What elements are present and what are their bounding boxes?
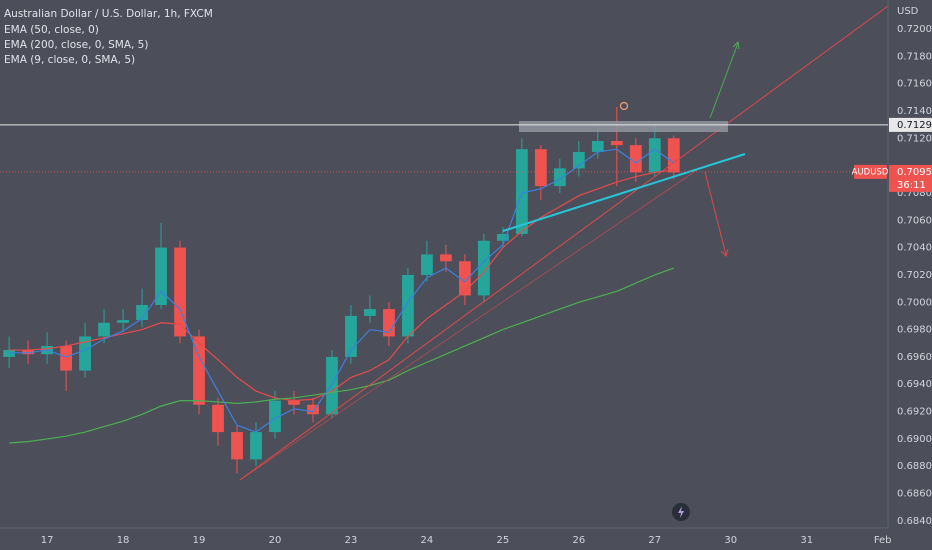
candle-body [477,240,490,296]
candle-body [364,309,376,316]
candle-body [534,149,547,187]
candle-body [440,254,452,262]
arrow-head [720,248,729,257]
x-axis-area [0,528,932,550]
candle-body [345,315,357,357]
x-tick-label: 30 [724,535,737,546]
candle-body [117,320,129,323]
candle-body [591,141,604,152]
candle-body [402,274,414,337]
resistance-zone [519,121,728,132]
candle-body [610,141,623,146]
support-line [502,153,746,232]
candle-body [155,247,167,305]
candle-body [136,304,148,321]
candle-body [250,432,262,460]
candle-body [269,400,281,433]
x-tick-label: 27 [648,535,661,546]
candle-body [231,432,243,460]
legend-entry: EMA (50, close, 0) [4,24,99,36]
candle-body [3,350,16,357]
candle-body [174,247,186,337]
candle-body [496,233,509,241]
arrow-head [732,40,740,50]
y-tick-label: 0.72000 [897,24,932,35]
symbol-label: AUDUSD [852,167,889,177]
candle-body [515,149,528,234]
candle-body [383,309,395,337]
countdown-label: 36:11 [897,180,926,191]
x-tick-label: 19 [193,535,206,546]
legend-entry: EMA (9, close, 0, SMA, 5) [4,54,135,66]
candle-body [22,350,34,355]
candle-body [60,345,72,371]
arrow-up [709,42,739,119]
candle-body [553,168,566,187]
event-icon-bolt [678,506,684,518]
x-tick-label: 23 [345,535,358,546]
candle-body [212,404,224,433]
plot-area [3,106,680,474]
candle-body [98,322,110,337]
last-price-label: 0.70954 [897,167,932,178]
x-tick-label: 20 [269,535,282,546]
x-tick-label: 24 [421,535,434,546]
x-tick-label: 26 [572,535,585,546]
x-tick-label: 18 [117,535,130,546]
x-tick-label: Feb [874,535,892,546]
arrow-down [704,171,727,256]
x-tick-label: 31 [800,535,813,546]
ema-line [9,267,674,444]
chart-title: Australian Dollar / U.S. Dollar, 1h, FXC… [4,8,213,20]
x-tick-label: 25 [497,535,510,546]
candle-body [667,138,680,173]
candle-body [326,356,338,415]
candle-body [307,404,319,415]
candle-body [421,254,433,275]
symbol-box [854,164,887,179]
candle-body [648,138,661,173]
trend-line [239,167,701,481]
ema-line [9,148,675,433]
legend-entry: EMA (200, close, 0, SMA, 5) [4,39,148,51]
candle-body [572,151,585,169]
candle-body [459,261,471,296]
drawings [239,5,889,481]
candle-body [288,400,300,405]
candle-body [193,336,205,405]
axis-unit: USD [897,6,919,17]
level-label: 0.71298 [897,120,932,131]
ema-line [9,169,674,402]
candle-body [629,145,642,173]
x-tick-label: 17 [41,535,54,546]
last-price-box [889,164,932,192]
trend-line [239,5,889,481]
level-label-box [889,117,932,132]
marker [619,101,629,111]
candle-body [79,336,91,371]
